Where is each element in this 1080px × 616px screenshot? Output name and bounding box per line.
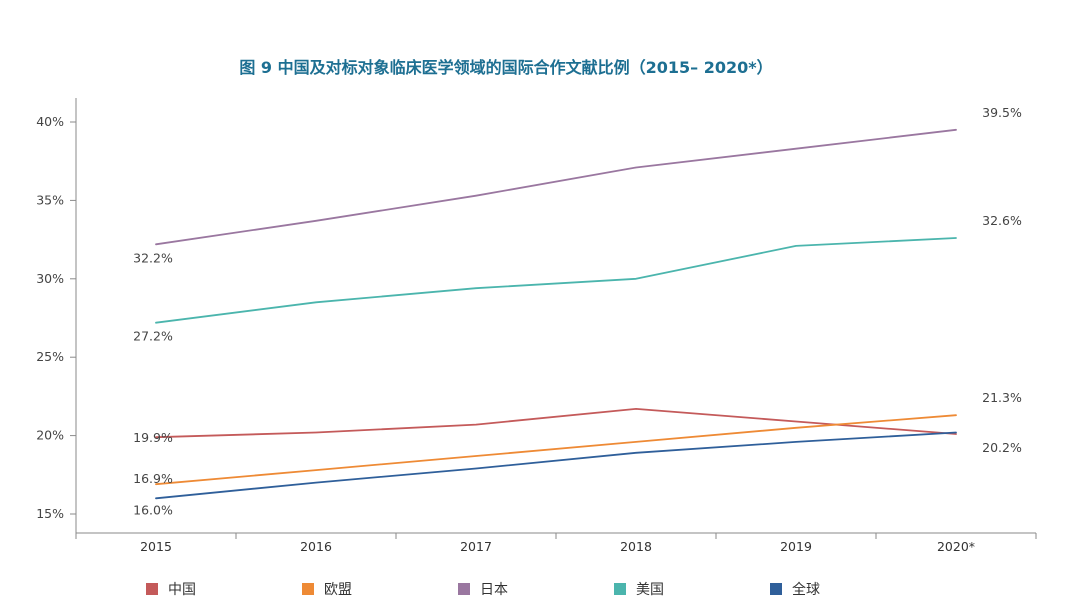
series-line-中国 (155, 407, 957, 439)
chart-axes: 15% 20% 25% 30% 35% 40% 2015 2016 2017 2018 2019 20… (36, 98, 1037, 554)
y-tick-label: 35% (36, 192, 64, 207)
x-tick-label: 2015 (140, 539, 172, 554)
legend-swatch (146, 583, 158, 595)
y-tick-label: 25% (36, 349, 64, 364)
series-line-全球 (155, 431, 957, 500)
legend-swatch (770, 583, 782, 595)
data-label: 39.5% (982, 105, 1022, 120)
y-tick-label: 20% (36, 428, 64, 443)
y-tick-label: 15% (36, 506, 64, 521)
chart-series-lines (155, 128, 957, 500)
legend-swatch (458, 583, 470, 595)
x-tick-label: 2016 (300, 539, 332, 554)
legend-label: 日本 (480, 582, 508, 598)
data-label: 21.3% (982, 390, 1022, 405)
data-label: 16.0% (133, 502, 173, 517)
legend-label: 美国 (636, 582, 664, 598)
series-line-日本 (155, 128, 957, 246)
legend-swatch (614, 583, 626, 595)
chart-title: 图 9 中国及对标对象临床医学领域的国际合作文献比例（2015– 2020*） (239, 58, 772, 77)
legend-swatch (302, 583, 314, 595)
legend-label: 全球 (792, 581, 820, 598)
x-tick-label: 2017 (460, 539, 492, 554)
data-label: 32.6% (982, 213, 1022, 228)
x-tick-label: 2019 (780, 539, 812, 554)
legend-label: 中国 (168, 582, 196, 598)
series-line-欧盟 (155, 414, 957, 486)
data-label: 27.2% (133, 329, 173, 344)
chart-legend: 中国 欧盟 日本 美国 全球 (146, 581, 820, 598)
x-tick-label: 2020* (937, 539, 975, 554)
chart-data-labels: 32.2% 27.2% 19.9% 16.9% 16.0% 39.5% 32.6% 21.3%… (133, 105, 1022, 517)
data-label: 32.2% (133, 250, 173, 265)
data-label: 16.9% (133, 471, 173, 486)
x-tick-label: 2018 (620, 539, 652, 554)
series-line-美国 (155, 237, 957, 324)
y-tick-label: 30% (36, 271, 64, 286)
data-label: 20.2% (982, 440, 1022, 455)
legend-label: 欧盟 (324, 582, 352, 598)
data-label: 19.9% (133, 430, 173, 445)
y-tick-label: 40% (36, 114, 64, 129)
